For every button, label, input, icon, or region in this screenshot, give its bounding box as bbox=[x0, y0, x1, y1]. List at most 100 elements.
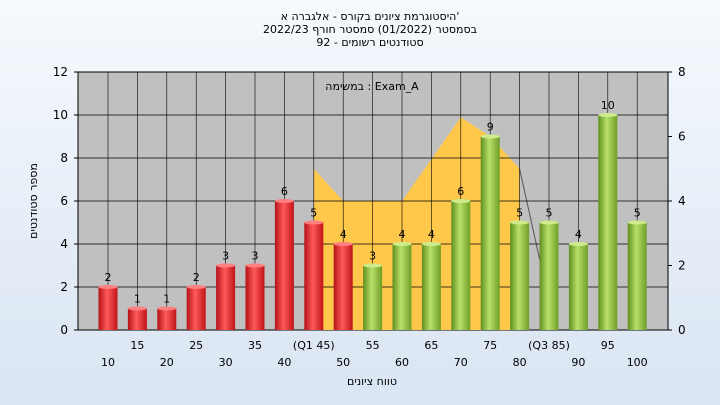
bar-top bbox=[598, 113, 618, 117]
bar bbox=[304, 222, 324, 330]
bar bbox=[510, 222, 530, 330]
data-label: 5 bbox=[310, 207, 317, 220]
x-tick-label: 20 bbox=[160, 356, 174, 369]
data-label: 6 bbox=[281, 185, 288, 198]
bar-top bbox=[568, 242, 588, 246]
bar-top bbox=[627, 220, 647, 225]
data-label: 5 bbox=[546, 207, 553, 220]
bar bbox=[274, 201, 294, 330]
x-tick-label: 70 bbox=[454, 356, 468, 369]
y2-tick-label: 2 bbox=[678, 259, 686, 273]
bar-top bbox=[333, 242, 353, 246]
data-label: 2 bbox=[105, 271, 112, 284]
x-tick-label: 50 bbox=[336, 356, 350, 369]
x-tick-label: 35 bbox=[248, 339, 262, 352]
x-tick-label: 65 bbox=[424, 339, 438, 352]
y-tick-label: 6 bbox=[60, 194, 68, 208]
x-tick-label: 55 bbox=[366, 339, 380, 352]
x-tick-label: 95 bbox=[601, 339, 615, 352]
bar bbox=[598, 115, 618, 330]
bar-top bbox=[245, 263, 265, 268]
data-label: 9 bbox=[487, 121, 494, 134]
bar bbox=[421, 244, 441, 330]
bar bbox=[451, 201, 471, 330]
area-series-edge bbox=[519, 168, 542, 266]
x-tick-label: 30 bbox=[219, 356, 233, 369]
data-label: 4 bbox=[428, 228, 435, 241]
x-tick-label: 100 bbox=[627, 356, 648, 369]
data-label: 2 bbox=[193, 271, 200, 284]
x-tick-label: 60 bbox=[395, 356, 409, 369]
data-label: 1 bbox=[134, 293, 141, 306]
x-tick-label: (Q3 85) bbox=[528, 339, 570, 352]
exam-annotation: במשימה : Exam_A bbox=[325, 80, 419, 93]
bar-top bbox=[274, 199, 294, 203]
y-tick-label: 10 bbox=[53, 108, 68, 122]
bar bbox=[127, 308, 147, 330]
title-line-3: סטודנטים רשומים - 92 bbox=[316, 36, 423, 49]
bar bbox=[216, 265, 236, 330]
x-tick-label: 40 bbox=[277, 356, 291, 369]
y-tick-label: 2 bbox=[60, 280, 68, 294]
y-tick-label: 0 bbox=[60, 323, 68, 337]
data-label: 4 bbox=[575, 228, 582, 241]
data-label: 4 bbox=[340, 228, 347, 241]
bar-series bbox=[98, 113, 647, 330]
data-label: 6 bbox=[457, 185, 464, 198]
title-line-1: היסטוגרמת ציונים בקורס - אלגברה א' bbox=[281, 10, 460, 23]
chart-title: היסטוגרמת ציונים בקורס - אלגברה א' בסמסט… bbox=[263, 10, 477, 49]
bar bbox=[98, 287, 118, 330]
y2-axis-ticks: 0 2 4 6 8 bbox=[668, 65, 686, 337]
x-tick-label: 15 bbox=[130, 339, 144, 352]
data-labels: 2 1 1 2 3 3 6 5 4 3 4 4 6 9 5 5 4 10 5 bbox=[105, 99, 641, 306]
bar bbox=[568, 244, 588, 330]
title-line-2: בסמסטר (01/2022) סמסטר חורף 2022/23 bbox=[263, 23, 477, 36]
bar-top bbox=[98, 285, 118, 289]
bar-top bbox=[157, 306, 177, 311]
x-tick-label: 25 bbox=[189, 339, 203, 352]
bar-top bbox=[186, 285, 206, 289]
y2-tick-label: 6 bbox=[678, 130, 686, 144]
x-tick-label: 75 bbox=[483, 339, 497, 352]
y2-tick-label: 4 bbox=[678, 194, 686, 208]
bar bbox=[363, 265, 383, 330]
data-label: 10 bbox=[601, 99, 615, 112]
bar bbox=[539, 222, 559, 330]
y-axis-ticks: 0 2 4 6 8 10 12 bbox=[53, 65, 78, 337]
y-axis-title: מספר סטודנטים bbox=[27, 163, 40, 239]
bar bbox=[627, 222, 647, 330]
bar bbox=[392, 244, 412, 330]
bar-top bbox=[216, 263, 236, 268]
bar-top bbox=[510, 220, 530, 225]
bar-top bbox=[304, 220, 324, 225]
bar-top bbox=[392, 242, 412, 246]
data-label: 5 bbox=[516, 207, 523, 220]
y2-tick-label: 0 bbox=[678, 323, 686, 337]
x-axis-ticks: 10 15 20 25 30 35 40(Q1 45)50 55 60 65 70 75 80(Q3 8… bbox=[101, 339, 648, 369]
bar bbox=[186, 287, 206, 330]
y-tick-label: 12 bbox=[53, 65, 68, 79]
bar bbox=[480, 136, 500, 330]
x-tick-label: 90 bbox=[571, 356, 585, 369]
data-label: 3 bbox=[252, 250, 259, 263]
y-tick-label: 4 bbox=[60, 237, 68, 251]
y-tick-label: 8 bbox=[60, 151, 68, 165]
bar-top bbox=[539, 220, 559, 225]
data-label: 3 bbox=[222, 250, 229, 263]
bar-top bbox=[480, 134, 500, 139]
y2-tick-label: 8 bbox=[678, 65, 686, 79]
data-label: 3 bbox=[369, 250, 376, 263]
data-label: 5 bbox=[634, 207, 641, 220]
x-axis-title: טווח ציונים bbox=[347, 375, 397, 388]
bar bbox=[333, 244, 353, 330]
bar-top bbox=[363, 263, 383, 268]
x-tick-label: 10 bbox=[101, 356, 115, 369]
x-tick-label: 80 bbox=[513, 356, 527, 369]
data-label: 4 bbox=[399, 228, 406, 241]
bar-top bbox=[451, 199, 471, 203]
bar-top bbox=[421, 242, 441, 246]
x-tick-label: (Q1 45) bbox=[293, 339, 335, 352]
bar bbox=[245, 265, 265, 330]
data-label: 1 bbox=[163, 293, 170, 306]
